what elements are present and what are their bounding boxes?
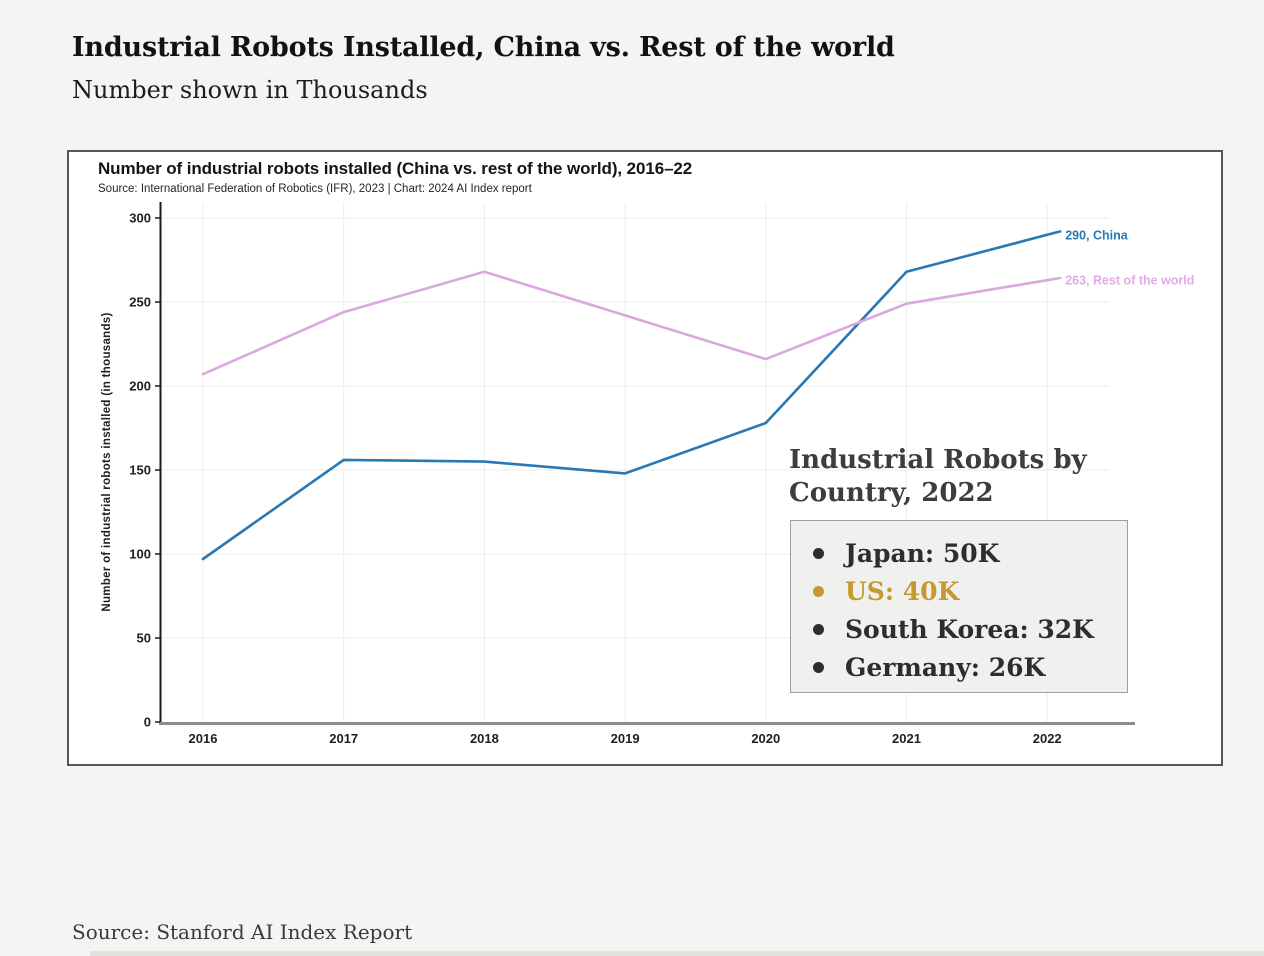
line-chart-plot: 0 50 100 150 200 250 300 2016 2017 2018 2019 2020 20… — [101, 202, 1194, 746]
chart-inner: 0 50 100 150 200 250 300 2016 2017 2018 2019 2020 20… — [69, 152, 1221, 764]
annotation-item-germany: Germany: 26K — [813, 648, 1127, 686]
chart-card: 0 50 100 150 200 250 300 2016 2017 2018 2019 2020 20… — [67, 150, 1223, 766]
series-line-rest-of-the-world — [201, 270, 1062, 376]
y-tick-label: 100 — [129, 547, 151, 562]
bullet-icon — [813, 585, 824, 597]
series-line-china — [201, 230, 1062, 561]
chart-title: Number of industrial robots installed (C… — [98, 159, 693, 178]
y-tick-label: 0 — [144, 715, 151, 730]
x-tick-label: 2019 — [611, 731, 640, 746]
y-tick-label: 250 — [129, 295, 151, 310]
y-tick-label: 200 — [129, 379, 151, 394]
annotation-item-south-korea: South Korea: 32K — [813, 610, 1127, 648]
x-tick-label: 2020 — [751, 731, 780, 746]
y-axis-title: Number of industrial robots installed (i… — [101, 312, 113, 611]
page-title: Industrial Robots Installed, China vs. R… — [72, 32, 895, 63]
bullet-icon — [813, 547, 824, 559]
series-end-label: 290, China — [1065, 228, 1129, 242]
annotation-item-label: Japan: 50K — [845, 538, 1000, 568]
y-tick-label: 300 — [129, 211, 151, 226]
series-end-label: 263, Rest of the world — [1065, 274, 1194, 288]
x-tick-label: 2021 — [892, 731, 921, 746]
annotation-box: Japan: 50K US: 40K South Korea: 32K Germ… — [790, 520, 1128, 693]
bullet-icon — [813, 623, 824, 635]
y-tick-label: 150 — [129, 463, 151, 478]
bottom-edge-strip — [90, 951, 1264, 956]
annotation-heading: Industrial Robots by Country, 2022 — [789, 445, 1087, 508]
annotation-item-us: US: 40K — [813, 572, 1127, 610]
footer-source: Source: Stanford AI Index Report — [72, 920, 413, 944]
annotation-item-japan: Japan: 50K — [813, 534, 1127, 572]
y-tick-label: 50 — [137, 631, 151, 646]
annotation-item-label: Germany: 26K — [845, 652, 1046, 682]
annotation-item-label: US: 40K — [845, 576, 960, 606]
x-tick-label: 2016 — [189, 731, 218, 746]
page-subtitle: Number shown in Thousands — [72, 76, 428, 104]
chart-source-note: Source: International Federation of Robo… — [98, 183, 532, 195]
bullet-icon — [813, 661, 824, 673]
x-tick-label: 2017 — [329, 731, 358, 746]
x-tick-label: 2018 — [470, 731, 499, 746]
x-tick-label: 2022 — [1033, 731, 1062, 746]
annotation-item-label: South Korea: 32K — [845, 614, 1094, 644]
